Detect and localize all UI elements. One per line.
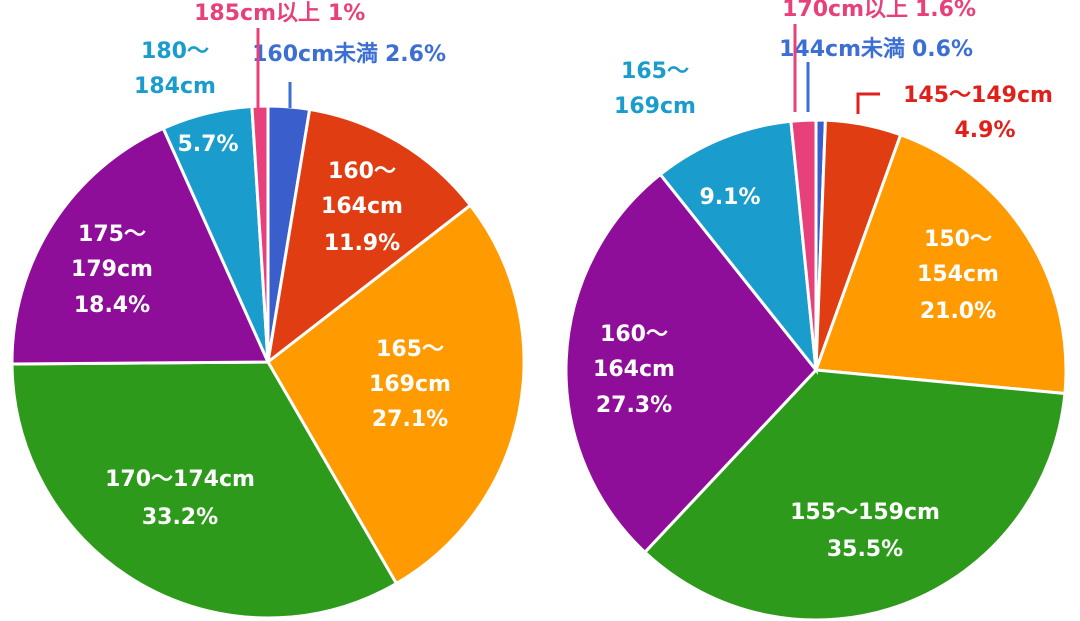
slice-label: 165～ 169cm bbox=[369, 337, 451, 397]
value-label: 18.4% bbox=[74, 293, 150, 318]
value-label: 33.2% bbox=[142, 505, 218, 530]
slice-label: 170cm以上 bbox=[782, 0, 908, 22]
slice-label: 160cm未満 bbox=[252, 41, 378, 67]
slice-label: 145～149cm bbox=[903, 83, 1053, 108]
slice-label: 150～ 154cm bbox=[917, 227, 999, 287]
pie-slice bbox=[789, 118, 818, 371]
slice-label: 160～ 164cm bbox=[321, 159, 403, 219]
pie-slice bbox=[250, 104, 270, 363]
value-label: 27.3% bbox=[596, 393, 672, 418]
slice-label: 170～174cm bbox=[105, 467, 255, 492]
pie-slice bbox=[564, 172, 818, 555]
slice-label: 185cm以上 bbox=[194, 1, 320, 26]
value-label: 4.9% bbox=[954, 118, 1015, 143]
value-label: 5.7% bbox=[177, 132, 238, 157]
pie-slice bbox=[10, 360, 399, 620]
slice-label: 160～ 164cm bbox=[593, 322, 675, 382]
pie-slice bbox=[265, 107, 473, 366]
value-label: 11.9% bbox=[324, 231, 400, 256]
value-label: 1% bbox=[328, 1, 365, 26]
value-label: 35.5% bbox=[827, 537, 903, 562]
value-label: 21.0% bbox=[920, 299, 996, 324]
slice-label: 155～159cm bbox=[790, 500, 940, 525]
value-label: 9.1% bbox=[699, 185, 760, 210]
pie-slice bbox=[642, 368, 1067, 621]
slice-label: 165～ 169cm bbox=[614, 59, 696, 119]
pie-slice bbox=[658, 119, 819, 375]
slice-label: 175～ 179cm bbox=[71, 222, 153, 282]
pie-slice bbox=[813, 132, 1068, 396]
pie-slice bbox=[266, 203, 526, 586]
value-label: 1.6% bbox=[915, 0, 976, 22]
slice-label: 180～ 184cm bbox=[134, 39, 216, 99]
value-label: 0.6% bbox=[912, 37, 973, 62]
value-label: 27.1% bbox=[372, 407, 448, 432]
leader-line bbox=[856, 92, 880, 114]
value-label: 2.6% bbox=[385, 42, 446, 67]
slice-label: 144cm未満 bbox=[779, 36, 905, 62]
pie-slice bbox=[10, 126, 271, 366]
